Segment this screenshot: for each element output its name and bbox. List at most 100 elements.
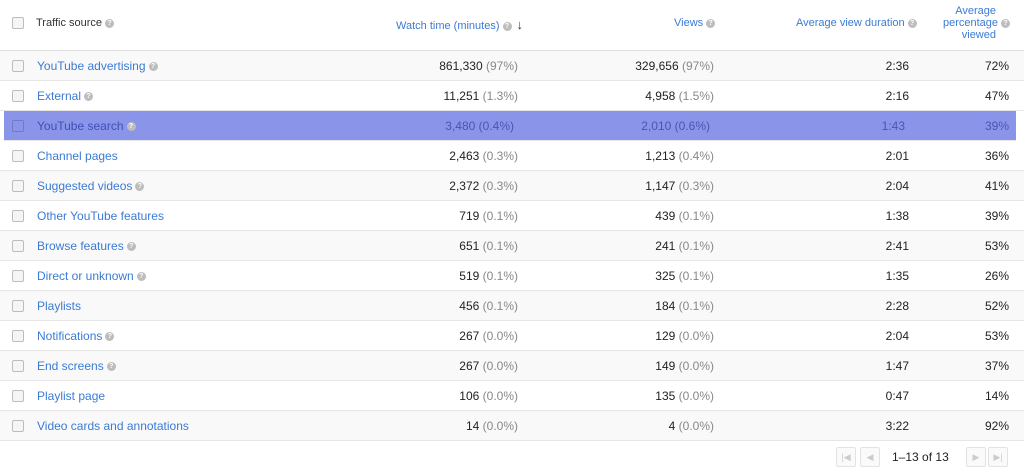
watch-time-value: 861,330 (97%) — [439, 59, 518, 73]
table-row[interactable]: External? 11,251 (1.3%) 4,958 (1.5%) 2:16 47… — [0, 81, 1024, 111]
row-checkbox[interactable] — [12, 120, 24, 132]
help-icon[interactable]: ? — [106, 362, 116, 372]
avg-percentage-viewed-value: 37% — [984, 359, 1009, 373]
help-icon[interactable]: ? — [135, 182, 145, 192]
help-icon[interactable]: ? — [907, 18, 917, 28]
traffic-source-link[interactable]: YouTube search? — [37, 119, 136, 133]
row-checkbox[interactable] — [12, 270, 24, 282]
views-value: 184 (0.1%) — [655, 299, 714, 313]
row-checkbox[interactable] — [12, 390, 24, 402]
traffic-source-link[interactable]: End screens? — [37, 359, 116, 373]
avg-view-duration-value: 3:22 — [885, 419, 909, 433]
first-page-button[interactable]: |◀ — [836, 447, 856, 467]
avg-percentage-viewed-value: 72% — [984, 59, 1009, 73]
table-row[interactable]: Suggested videos? 2,372 (0.3%) 1,147 (0.3%… — [0, 171, 1024, 201]
watch-time-value: 267 (0.0%) — [459, 329, 518, 343]
views-value: 149 (0.0%) — [655, 359, 714, 373]
table-row[interactable]: Notifications? 267 (0.0%) 129 (0.0%) 2:04 53… — [0, 321, 1024, 351]
help-icon[interactable]: ? — [126, 242, 136, 252]
table-row[interactable]: End screens? 267 (0.0%) 149 (0.0%) 1:47 37% — [0, 351, 1024, 381]
watch-time-value: 719 (0.1%) — [459, 209, 518, 223]
watch-time-value: 106 (0.0%) — [459, 389, 518, 403]
avg-percentage-viewed-value: 52% — [984, 299, 1009, 313]
traffic-source-link[interactable]: Direct or unknown? — [37, 269, 146, 283]
header-watch-time[interactable]: Watch time (minutes)? ↓ — [396, 17, 524, 32]
avg-view-duration-value: 1:47 — [885, 359, 909, 373]
avg-percentage-viewed-value: 47% — [984, 89, 1009, 103]
traffic-source-link[interactable]: External? — [37, 89, 94, 103]
row-checkbox[interactable] — [12, 420, 24, 432]
traffic-source-link[interactable]: Browse features? — [37, 239, 136, 253]
traffic-source-link[interactable]: YouTube advertising? — [37, 59, 158, 73]
help-icon[interactable]: ? — [1001, 18, 1010, 28]
help-icon[interactable]: ? — [136, 272, 146, 282]
views-value: 135 (0.0%) — [655, 389, 714, 403]
sort-descending-icon: ↓ — [516, 17, 524, 32]
page-range: 1–13 of 13 — [892, 450, 949, 464]
views-value: 241 (0.1%) — [655, 239, 714, 253]
traffic-source-link[interactable]: Other YouTube features — [37, 209, 164, 223]
traffic-source-link[interactable]: Notifications? — [37, 329, 115, 343]
avg-percentage-viewed-value: 53% — [984, 329, 1009, 343]
avg-view-duration-value: 1:38 — [885, 209, 909, 223]
help-icon[interactable]: ? — [502, 21, 512, 31]
table-row[interactable]: Channel pages 2,463 (0.3%) 1,213 (0.4%) 2:0… — [0, 141, 1024, 171]
header-traffic-source[interactable]: Traffic source? — [36, 17, 115, 29]
views-value: 129 (0.0%) — [655, 329, 714, 343]
avg-percentage-viewed-value: 26% — [984, 269, 1009, 283]
watch-time-value: 14 (0.0%) — [465, 419, 518, 433]
help-icon[interactable]: ? — [84, 92, 94, 102]
help-icon[interactable]: ? — [105, 332, 115, 342]
help-icon[interactable]: ? — [126, 122, 136, 132]
table-body: YouTube advertising? 861,330 (97%) 329,656… — [0, 51, 1024, 441]
watch-time-value: 519 (0.1%) — [459, 269, 518, 283]
table-row[interactable]: YouTube search? 3,480 (0.4%) 2,010 (0.6%) 1… — [4, 111, 1016, 141]
table-row[interactable]: Other YouTube features 719 (0.1%) 439 (0.1… — [0, 201, 1024, 231]
avg-view-duration-value: 2:16 — [885, 89, 909, 103]
views-value: 1,213 (0.4%) — [645, 149, 714, 163]
views-value: 329,656 (97%) — [635, 59, 714, 73]
avg-view-duration-value: 2:01 — [885, 149, 909, 163]
table-row[interactable]: Playlist page 106 (0.0%) 135 (0.0%) 0:47 14% — [0, 381, 1024, 411]
avg-view-duration-value: 2:04 — [885, 329, 909, 343]
table-row[interactable]: Direct or unknown? 519 (0.1%) 325 (0.1%) 1:… — [0, 261, 1024, 291]
traffic-source-link[interactable]: Video cards and annotations — [37, 419, 189, 433]
row-checkbox[interactable] — [12, 210, 24, 222]
traffic-source-link[interactable]: Channel pages — [37, 149, 118, 163]
traffic-source-table: Traffic source? Watch time (minutes)? ↓ V… — [0, 5, 1024, 441]
table-row[interactable]: Playlists 456 (0.1%) 184 (0.1%) 2:28 52% — [0, 291, 1024, 321]
views-value: 4,958 (1.5%) — [645, 89, 714, 103]
help-icon[interactable]: ? — [706, 18, 716, 28]
row-checkbox[interactable] — [12, 90, 24, 102]
header-views[interactable]: Views? — [674, 17, 716, 29]
table-row[interactable]: Browse features? 651 (0.1%) 241 (0.1%) 2:41… — [0, 231, 1024, 261]
next-page-button[interactable]: ▶ — [966, 447, 986, 467]
select-all-checkbox[interactable] — [12, 17, 24, 29]
table-row[interactable]: YouTube advertising? 861,330 (97%) 329,656… — [0, 51, 1024, 81]
table-row[interactable]: Video cards and annotations 14 (0.0%) 4 (0… — [0, 411, 1024, 441]
help-icon[interactable]: ? — [148, 62, 158, 72]
views-value: 4 (0.0%) — [668, 419, 714, 433]
avg-percentage-viewed-value: 39% — [984, 209, 1009, 223]
traffic-source-link[interactable]: Suggested videos? — [37, 179, 145, 193]
row-checkbox[interactable] — [12, 180, 24, 192]
prev-page-button[interactable]: ◀ — [860, 447, 880, 467]
traffic-source-link[interactable]: Playlists — [37, 299, 82, 313]
row-checkbox[interactable] — [12, 150, 24, 162]
avg-percentage-viewed-value: 92% — [984, 419, 1009, 433]
row-checkbox[interactable] — [12, 330, 24, 342]
row-checkbox[interactable] — [12, 300, 24, 312]
last-page-button[interactable]: ▶| — [988, 447, 1008, 467]
header-average-percentage-viewed[interactable]: Average percentage? viewed — [940, 5, 1010, 41]
pagination: |◀ ◀ 1–13 of 13 ▶ ▶| — [836, 447, 1016, 467]
header-average-view-duration[interactable]: Average view duration? — [796, 17, 917, 29]
row-checkbox[interactable] — [12, 240, 24, 252]
avg-percentage-viewed-value: 39% — [984, 119, 1009, 133]
row-checkbox[interactable] — [12, 360, 24, 372]
avg-percentage-viewed-value: 36% — [984, 149, 1009, 163]
help-icon[interactable]: ? — [105, 18, 115, 28]
avg-view-duration-value: 2:41 — [885, 239, 909, 253]
watch-time-value: 2,463 (0.3%) — [449, 149, 518, 163]
row-checkbox[interactable] — [12, 60, 24, 72]
traffic-source-link[interactable]: Playlist page — [37, 389, 106, 403]
